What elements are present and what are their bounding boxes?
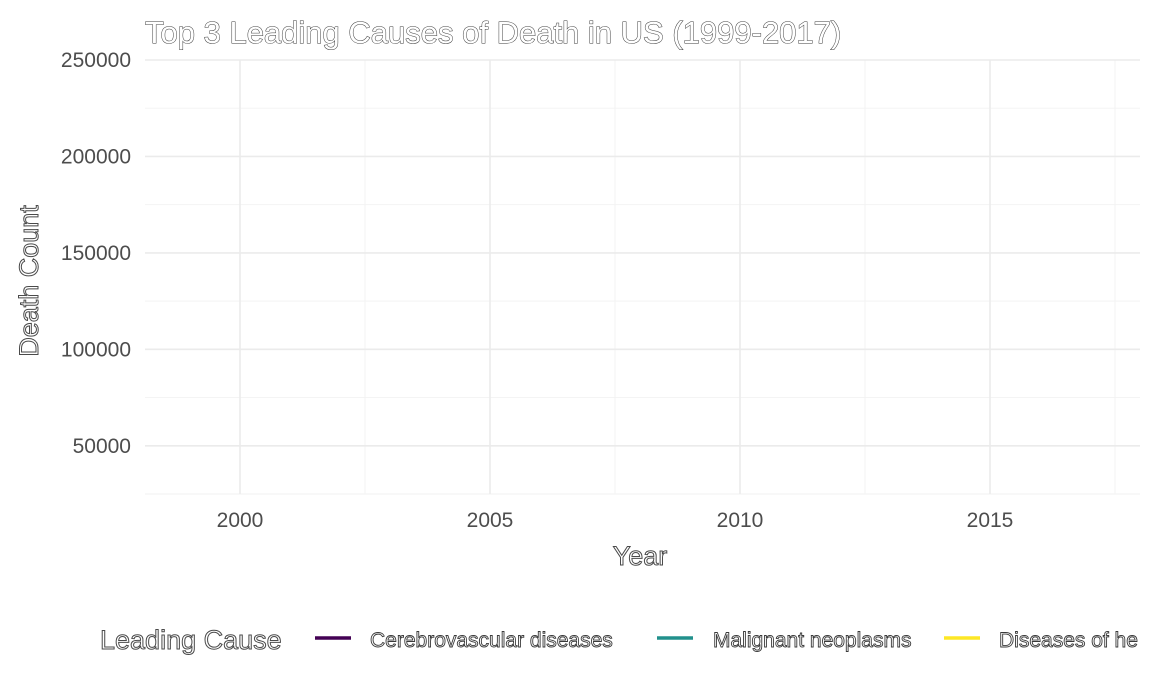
y-tick-label: 100000 [61, 338, 131, 361]
x-tick-label: 2005 [467, 509, 514, 532]
y-tick-label: 250000 [61, 49, 131, 72]
legend-entry-heart: Diseases of he [944, 629, 1138, 652]
y-axis-title: Death Count [14, 205, 44, 357]
y-axis: 50000 100000 150000 200000 250000 [61, 49, 131, 458]
legend-entry-cerebrovascular: Cerebrovascular diseases [315, 629, 613, 652]
y-tick-label: 150000 [61, 242, 131, 265]
legend-title: Leading Cause [100, 625, 282, 655]
legend: Leading Cause Cerebrovascular diseases M… [100, 625, 1139, 656]
legend-label-cerebrovascular: Cerebrovascular diseases [370, 629, 613, 652]
x-tick-label: 2015 [967, 509, 1014, 532]
x-tick-label: 2000 [217, 509, 264, 532]
y-tick-label: 200000 [61, 145, 131, 168]
legend-entry-malignant: Malignant neoplasms [657, 629, 912, 652]
x-axis: 2000 2005 2010 2015 [217, 509, 1014, 532]
legend-label-malignant: Malignant neoplasms [713, 629, 911, 652]
chart-title: Top 3 Leading Causes of Death in US (199… [145, 15, 841, 50]
x-tick-label: 2010 [717, 509, 764, 532]
legend-label-heart: Diseases of he [999, 629, 1138, 652]
y-tick-label: 50000 [73, 435, 131, 458]
plot-grid [145, 59, 1140, 495]
x-axis-title: Year [613, 541, 668, 571]
